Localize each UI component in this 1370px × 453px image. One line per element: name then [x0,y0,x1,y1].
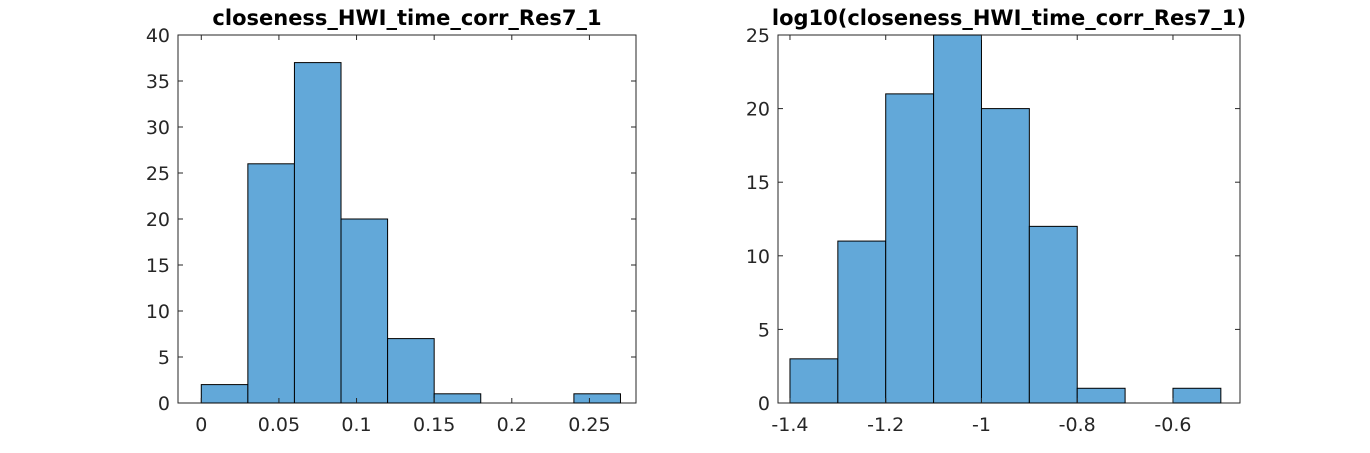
x-tick-label: -1.2 [867,414,904,436]
histogram-bar [247,163,295,404]
y-tick-label: 0 [758,393,770,415]
x-tick-label: 0.2 [497,414,527,436]
x-tick-label: 0.25 [568,414,610,436]
histogram-bar [885,93,935,404]
histogram-bar [433,393,482,404]
histogram-bar [200,384,249,404]
y-tick-label: 40 [146,25,170,47]
y-tick-label: 10 [746,246,770,268]
y-tick-label: 35 [146,71,170,93]
y-tick-label: 20 [146,209,170,231]
histogram-log10-closeness: -1.4 -1.2 -1 -0.8 -0.6 0 5 10 15 20 25log10(closen… [746,6,1246,436]
y-tick-label: 15 [746,172,770,194]
histogram-closeness: 0 0.05 0.1 0.15 0.2 0.25 0 5 10 15 20 25 30 35 40 close… [146,6,637,436]
histogram-bar [1076,387,1126,404]
x-tick-label: -0.8 [1059,414,1096,436]
histogram-bar [1172,387,1222,404]
y-tick-label: 20 [746,99,770,121]
histogram-bar [293,62,342,404]
x-tick-label: 0.05 [258,414,300,436]
x-tick-label: -1.4 [771,414,808,436]
chart-title: log10(closeness_HWI_time_corr_Res7_1) [772,6,1246,30]
x-tick-label: 0.1 [341,414,371,436]
y-tick-label: 30 [146,117,170,139]
y-tick-label: 25 [746,25,770,47]
histogram-bar [789,358,839,404]
x-tick-label: -1 [972,414,991,436]
y-tick-label: 25 [146,163,170,185]
chart-title: closeness_HWI_time_corr_Res7_1 [212,6,601,30]
y-tick-label: 5 [758,319,770,341]
x-tick-label: 0.15 [413,414,455,436]
histogram-bar [573,393,621,404]
y-tick-label: 0 [158,393,170,415]
histogram-bar [837,240,887,404]
histogram-bar [980,108,1030,404]
y-tick-label: 10 [146,301,170,323]
x-tick-label: -0.6 [1154,414,1191,436]
y-tick-label: 15 [146,255,170,277]
histogram-bar [340,218,389,404]
x-tick-label: 0 [195,414,207,436]
histogram-bar [387,338,435,404]
histogram-bar [933,34,982,404]
histogram-bar [1028,225,1078,404]
y-tick-label: 5 [158,347,170,369]
